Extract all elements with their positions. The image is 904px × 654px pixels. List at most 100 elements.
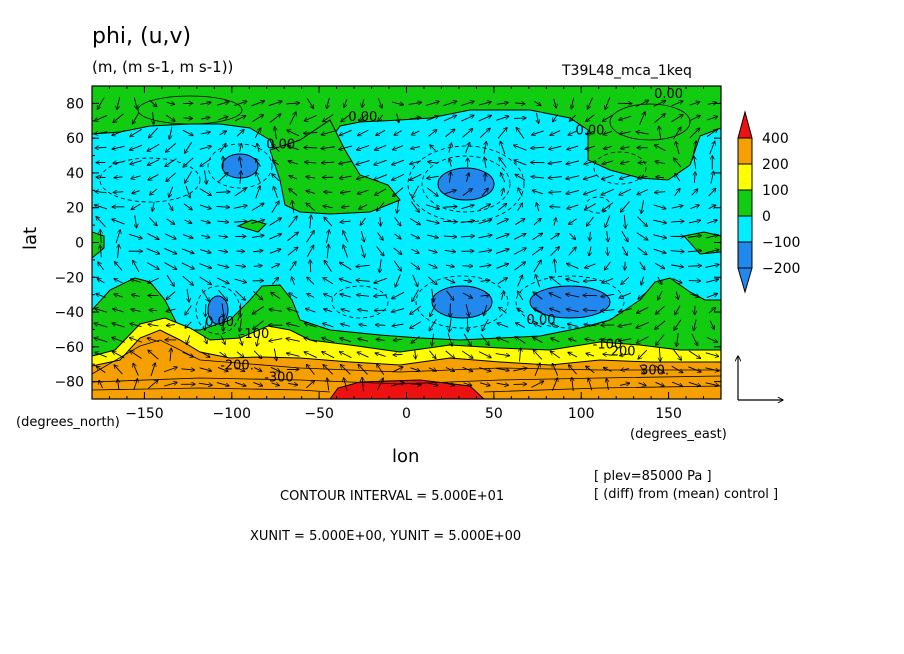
wind-vector — [164, 262, 177, 270]
wind-vector — [114, 365, 123, 375]
wind-vector — [339, 160, 353, 164]
wind-vector — [671, 365, 683, 373]
wind-vector — [271, 201, 279, 213]
wind-vector — [604, 261, 611, 270]
wind-vector — [691, 333, 698, 346]
wind-vector — [327, 378, 329, 391]
wind-vector — [586, 216, 594, 226]
wind-vector — [497, 323, 509, 328]
wind-vector — [619, 132, 631, 134]
wind-vector — [550, 276, 561, 286]
wind-vector — [392, 159, 405, 165]
wind-vector — [306, 203, 316, 211]
wind-vector — [655, 381, 664, 386]
x-tick-label: 50 — [485, 406, 503, 422]
wind-vector — [131, 175, 141, 179]
wind-vector — [148, 324, 159, 326]
wind-vector — [619, 292, 631, 298]
wind-vector — [306, 97, 314, 108]
wind-vector — [393, 187, 404, 197]
wind-vector — [360, 244, 365, 258]
wind-vector — [533, 308, 543, 313]
color-field — [92, 86, 721, 399]
wind-vector — [567, 204, 579, 209]
wind-vector — [602, 278, 614, 283]
wind-vector — [497, 278, 507, 285]
wind-vector — [602, 160, 613, 164]
contour-label: -100 — [240, 327, 270, 342]
wind-vector — [412, 274, 418, 287]
vector-units: XUNIT = 5.000E+00, YUNIT = 5.000E+00 — [250, 529, 522, 544]
wind-vector — [692, 141, 696, 155]
wind-vector — [550, 308, 561, 313]
wind-vector — [428, 130, 437, 137]
colorbar-label: 100 — [762, 183, 789, 199]
diff-note: [ (diff) from (mean) control ] — [594, 487, 779, 502]
wind-vector — [659, 126, 661, 140]
wind-vector — [287, 146, 299, 151]
wind-vector — [688, 235, 701, 237]
wind-vector — [359, 204, 368, 209]
wind-vector — [411, 130, 420, 135]
wind-vector — [222, 303, 224, 317]
wind-vector — [358, 339, 368, 342]
wind-vector — [619, 339, 632, 341]
wind-vector — [550, 351, 561, 359]
wind-vector — [341, 309, 350, 311]
wind-vector — [148, 174, 159, 180]
wind-vector — [251, 101, 264, 107]
wind-vector — [533, 337, 543, 343]
wind-vector — [240, 143, 242, 153]
wind-vector — [240, 318, 242, 332]
wind-vector — [112, 337, 125, 343]
wind-vector — [205, 170, 207, 184]
wind-vector — [465, 304, 469, 316]
wind-vector — [583, 280, 597, 281]
wind-vector — [306, 245, 314, 258]
wind-vector — [432, 288, 434, 302]
wind-vector — [605, 215, 611, 228]
wind-vector — [234, 188, 247, 197]
wind-vector — [586, 366, 595, 374]
wind-vector — [269, 218, 282, 226]
wind-vector — [584, 324, 597, 325]
contour-label: -100 — [593, 338, 623, 353]
wind-vector — [286, 353, 300, 357]
wind-vector — [467, 318, 468, 332]
wind-vector — [517, 203, 523, 211]
wind-vector — [531, 147, 545, 148]
wind-vector — [97, 279, 105, 284]
wind-vector — [238, 334, 243, 345]
wind-vector — [460, 221, 475, 223]
wind-vector — [236, 351, 244, 358]
wind-vector — [272, 160, 280, 166]
wind-vector — [410, 321, 421, 329]
wind-vector — [148, 277, 159, 283]
wind-vector — [462, 366, 473, 371]
wind-vector — [117, 97, 121, 110]
wind-vector — [674, 188, 680, 197]
wind-vector — [289, 261, 296, 271]
wind-vector — [708, 205, 716, 210]
wind-vector — [323, 114, 334, 122]
wind-vector — [255, 158, 261, 167]
colorbar-red — [737, 110, 753, 139]
wind-vector — [536, 112, 538, 123]
wind-vector — [427, 176, 439, 178]
wind-vector — [181, 369, 194, 370]
wind-vector — [97, 97, 105, 109]
wind-vector — [133, 260, 140, 272]
wind-vector — [409, 218, 420, 225]
wind-vector — [149, 99, 156, 107]
wind-vector — [132, 112, 140, 123]
wind-vector — [691, 189, 698, 196]
wind-vector — [445, 129, 454, 138]
wind-vector — [637, 216, 647, 227]
wind-vector — [427, 383, 437, 386]
wind-vector — [688, 115, 700, 122]
wind-vector — [479, 128, 490, 139]
wind-vector — [340, 191, 351, 193]
wind-vector — [94, 205, 108, 210]
wind-vector — [531, 177, 545, 178]
wind-vector — [688, 220, 701, 224]
